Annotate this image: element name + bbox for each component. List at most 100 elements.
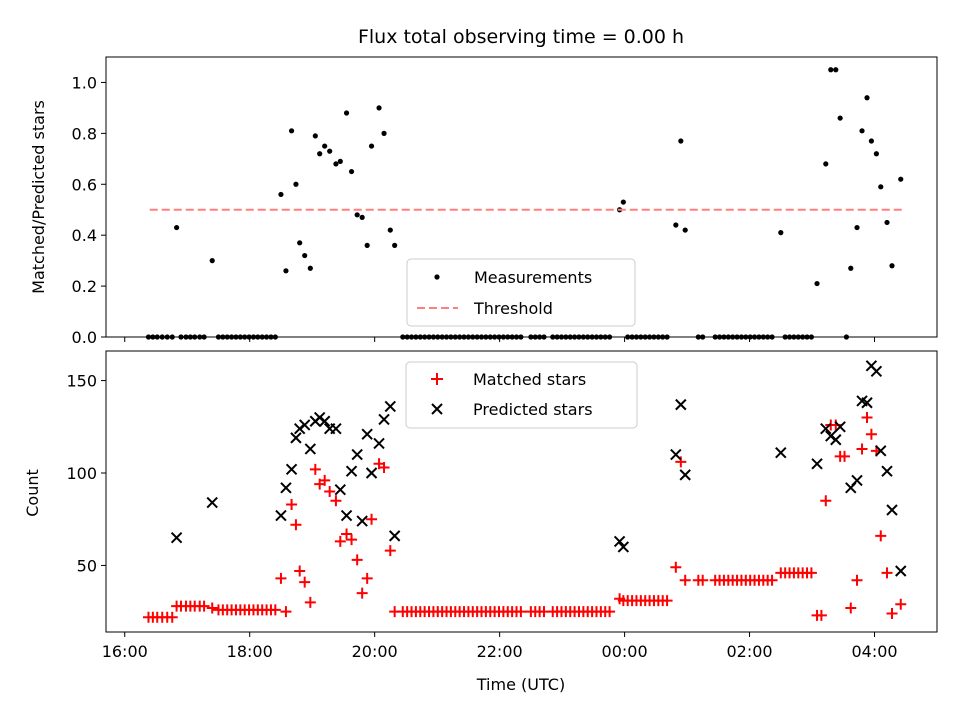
measurement-point [288,128,295,134]
y-tick-label: 0.6 [72,175,97,194]
predicted-star-point [820,422,832,435]
measurement-point [278,191,284,198]
measurement-point [268,334,274,340]
measurement-point [197,334,203,340]
measurement-point [487,334,493,340]
measurement-point [500,334,506,340]
measurement-point [518,334,524,340]
measurement-point [756,334,762,340]
measurement-point [187,334,193,340]
measurement-point [478,334,485,340]
matched-star-point [895,598,907,610]
matched-star-point [275,572,287,584]
measurement-point [443,334,450,340]
measurement-point [898,176,904,182]
measurement-point [322,143,328,149]
matched-star-point [670,561,682,573]
predicted-star-point [373,437,385,450]
predicted-star-point [870,365,883,378]
predicted-star-point [206,496,218,509]
matched-star-point [280,606,292,618]
measurement-point [348,168,355,175]
measurement-point [814,280,820,287]
measurement-point [734,334,740,340]
predicted-star-point [340,509,353,522]
predicted-star-point [861,397,873,409]
bottom-panel: 50 100 150 16:00 18:00 20:00 22:00 00:00 02:00 04… [23,350,938,694]
matched-star-point [815,609,827,621]
measurement-point [778,230,784,236]
measurement-point [606,334,613,340]
matched-star-point [324,486,336,497]
measurement-point [422,334,428,340]
measurement-point [804,334,810,340]
measurement-point [327,148,333,154]
measurement-point [878,184,884,190]
measurement-point [233,334,239,340]
matched-star-point [661,595,673,607]
measurement-point [864,95,870,101]
matched-star-point [351,554,363,566]
y-tick-label: 100 [66,464,97,483]
measurement-point [237,334,243,340]
measurement-point [164,334,170,340]
predicted-star-point [834,421,846,433]
measurement-point [769,334,775,340]
matched-star-point [304,596,316,608]
measurement-point [884,219,890,226]
measurement-point [751,334,758,340]
measurement-point [833,67,839,73]
measurement-point [448,334,454,340]
measurement-point [791,334,797,340]
measurement-point [602,334,608,340]
measurement-point [868,138,874,144]
measurement-point [873,151,879,157]
measurement-point [725,334,731,340]
predicted-star-point [318,415,331,427]
measurement-point [159,334,165,340]
measurement-point [738,334,745,340]
predicted-star-point [830,434,842,446]
measurement-point [760,334,766,340]
x-tick-label: 16:00 [102,642,148,661]
predicted-star-point [881,465,893,477]
measurement-point [673,222,679,228]
measurement-point [730,334,736,340]
measurement-point [492,334,498,340]
measurement-point [695,334,701,340]
measurement-point [859,128,865,134]
measurement-point [848,265,854,271]
measurement-point [242,334,248,340]
predicted-star-point [351,448,363,461]
measurement-point [795,334,801,340]
legend-predicted-marker [431,403,443,415]
measurement-point [293,181,299,187]
measurement-point [625,334,631,340]
matched-star-point [805,567,817,579]
measurement-point [747,334,753,340]
measurement-point [786,334,793,340]
measurement-point [646,334,653,340]
measurement-point [457,334,463,340]
measurement-point [337,158,343,164]
y-tick-label: 1.0 [72,73,97,92]
measurement-point [743,334,749,340]
measurement-point [201,334,207,340]
measurement-point [307,265,313,271]
measurement-point [400,334,406,340]
matched-star-point [366,513,378,525]
measurement-point [589,334,595,340]
matched-star-point [861,412,873,424]
matched-star-point [766,574,778,586]
matched-star-point [198,600,210,612]
measurement-point [721,334,727,340]
predicted-star-point [675,398,687,411]
predicted-star-point [356,515,368,527]
measurement-point [765,334,771,340]
measurement-point [642,334,648,340]
measurement-point [246,334,252,340]
measurement-point [272,334,278,340]
predicted-star-point [775,446,787,459]
measurement-point [430,334,437,340]
